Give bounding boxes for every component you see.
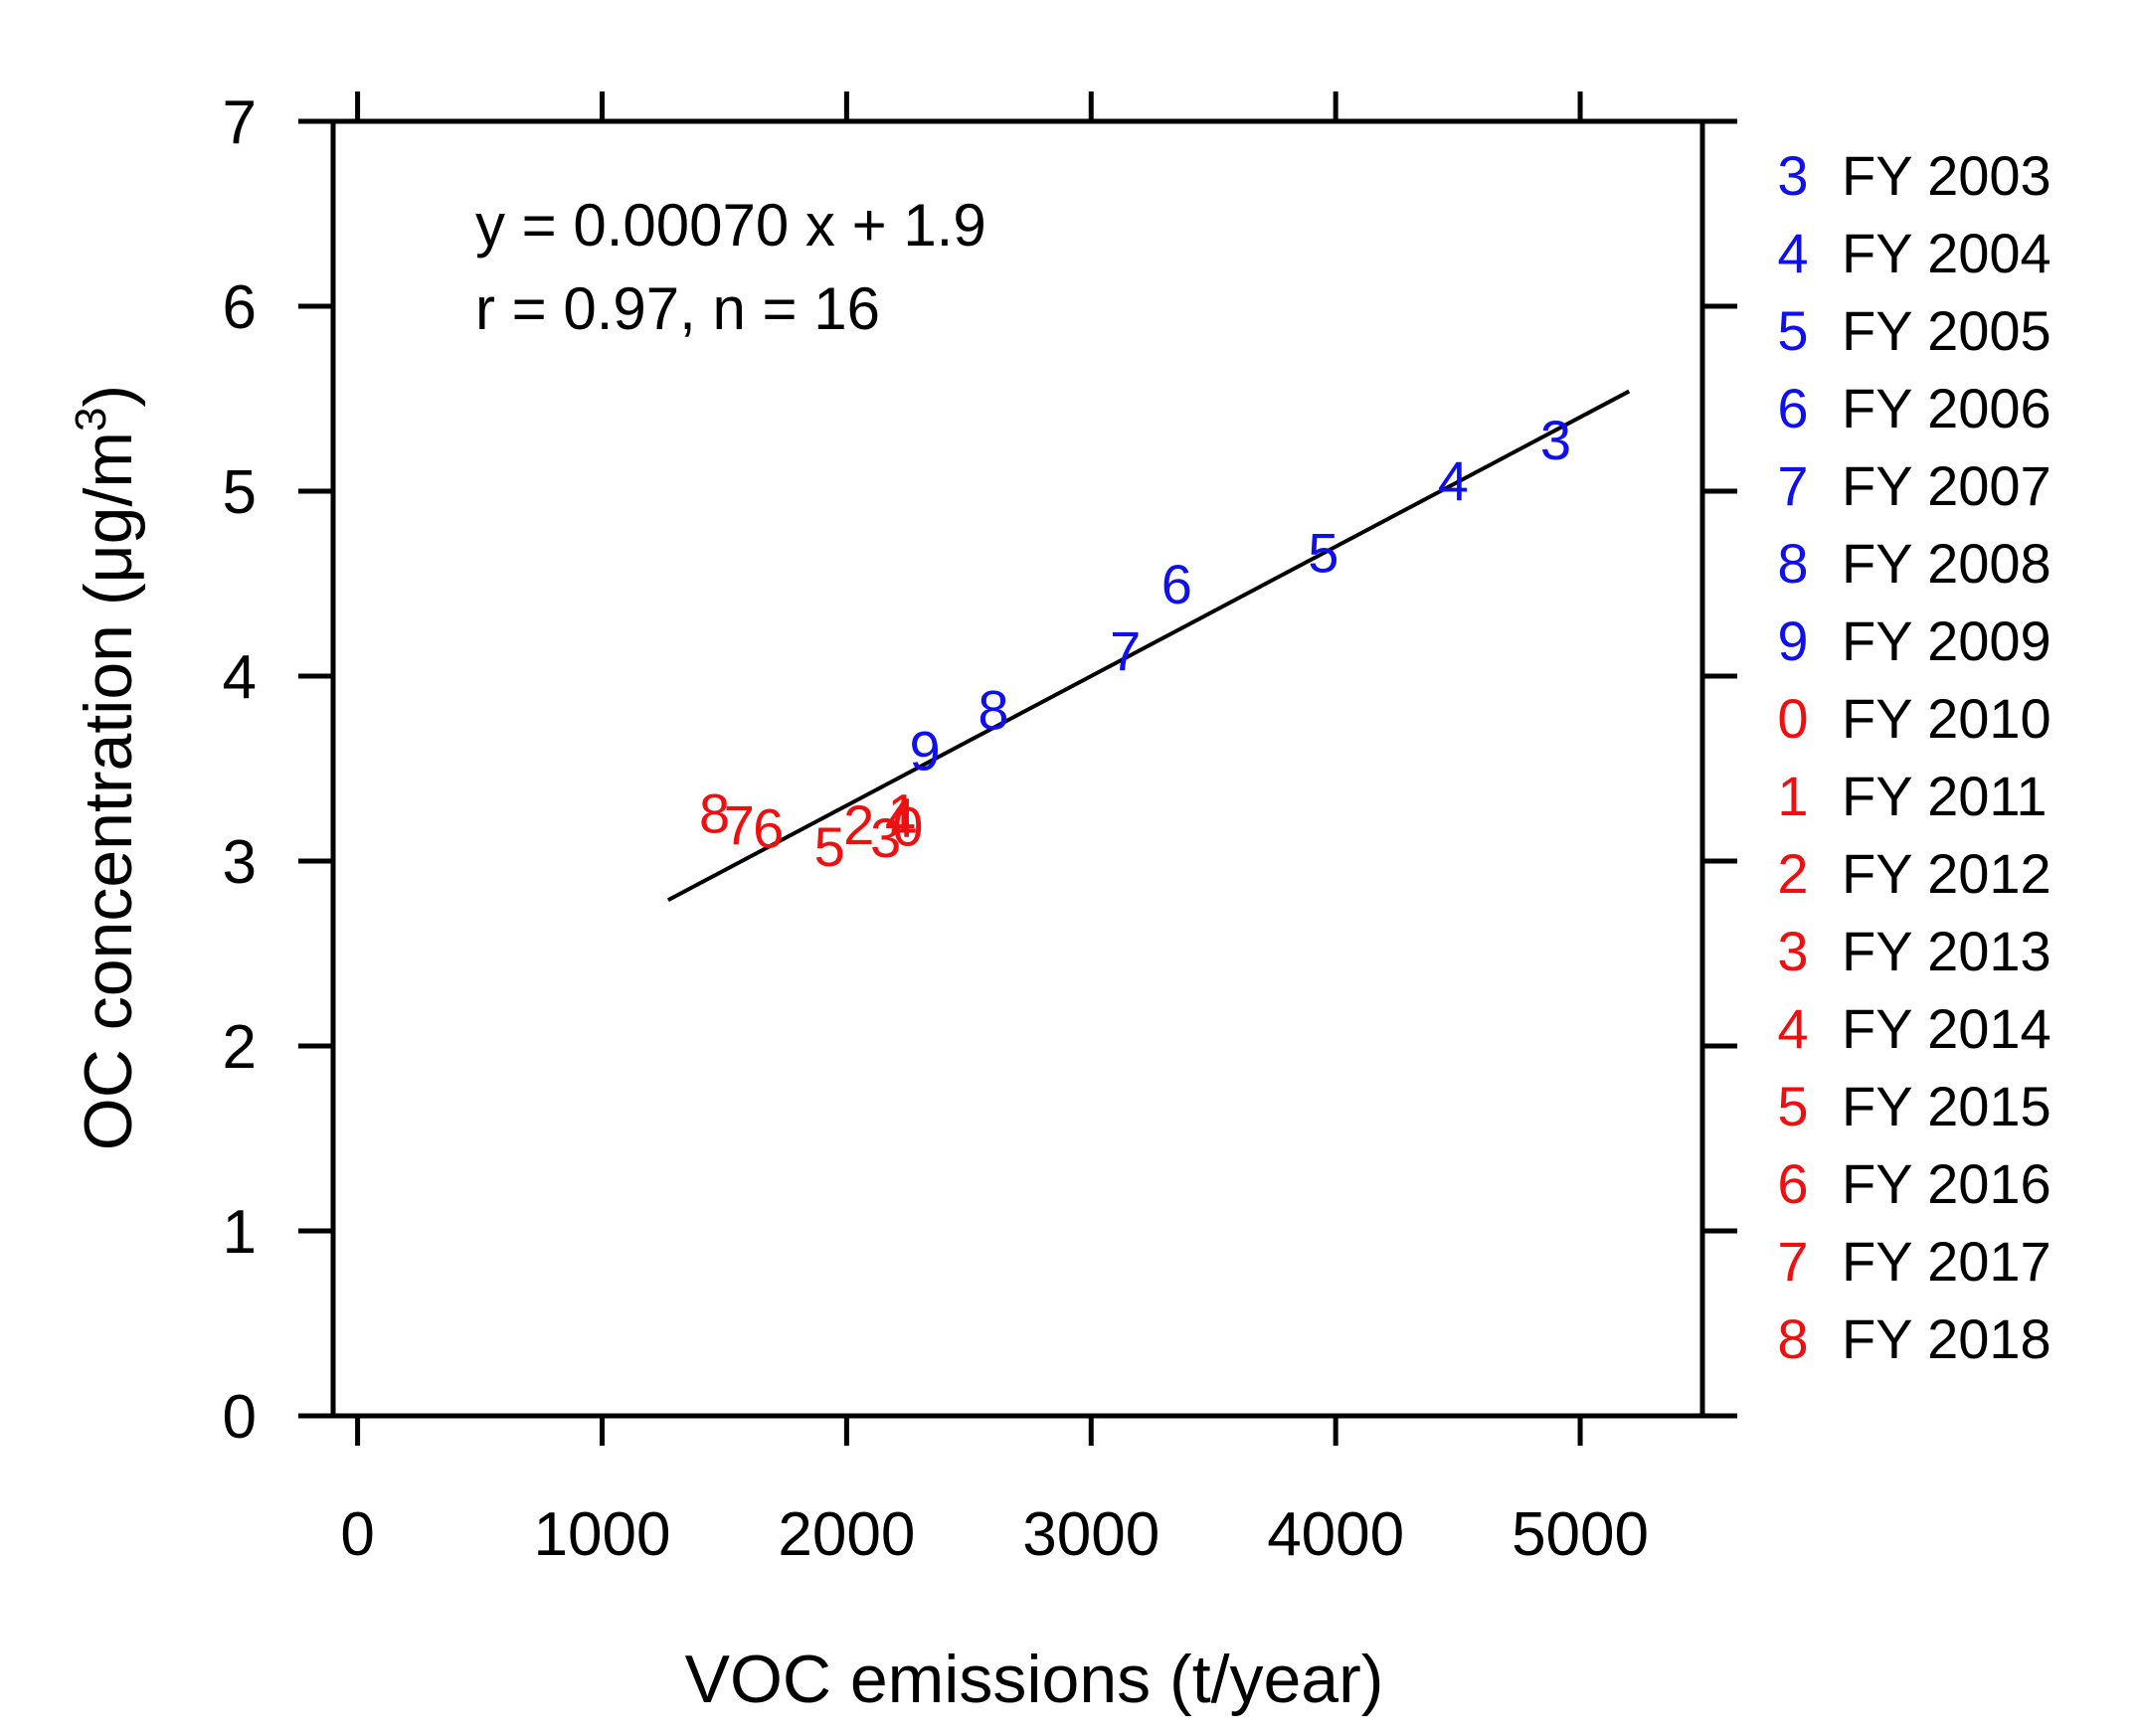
data-point-fy-2005: 5: [1308, 521, 1338, 584]
data-point-fy-2008: 8: [978, 678, 1008, 741]
legend-code: 8: [1777, 532, 1808, 595]
legend-label: FY 2004: [1842, 222, 2051, 284]
equation-annotation: y = 0.00070 x + 1.9: [475, 192, 986, 259]
legend-label: FY 2007: [1842, 454, 2051, 517]
legend: 3 FY 2003 4 FY 2004 5 FY 2005 6 FY 2006 7 FY 2007…: [1777, 144, 2051, 1370]
legend-code: 1: [1777, 765, 1808, 827]
legend-label: FY 2012: [1842, 842, 2051, 905]
legend-label: FY 2006: [1842, 377, 2051, 439]
legend-code: 9: [1777, 609, 1808, 672]
regression-line: [666, 389, 1631, 903]
x-tick-label: 4000: [1267, 1500, 1404, 1569]
legend-code: 3: [1777, 920, 1808, 982]
legend-code: 4: [1777, 997, 1808, 1060]
legend-label: FY 2010: [1842, 687, 2051, 750]
data-point-fy-2006: 6: [1161, 553, 1192, 615]
legend-label: FY 2016: [1842, 1152, 2051, 1215]
legend-label: FY 2013: [1842, 920, 2051, 982]
legend-code: 4: [1777, 222, 1808, 284]
legend-label: FY 2003: [1842, 144, 2051, 207]
legend-label: FY 2009: [1842, 609, 2051, 672]
legend-code: 3: [1777, 144, 1808, 207]
y-tick-label: 5: [223, 458, 257, 527]
y-tick-label: 3: [223, 828, 257, 897]
data-point-fy-2003: 3: [1540, 409, 1571, 471]
plot-frame: [330, 118, 1705, 1419]
y-tick-label: 7: [223, 88, 257, 157]
x-tick-label: 1000: [534, 1500, 671, 1569]
y-tick-label: 6: [223, 273, 257, 342]
data-point-fy-2012: 2: [843, 793, 874, 856]
data-point-fy-2016: 6: [753, 797, 784, 860]
x-tick-label: 5000: [1512, 1500, 1649, 1569]
legend-label: FY 2008: [1842, 532, 2051, 595]
legend-label: FY 2015: [1842, 1075, 2051, 1137]
data-point-fy-2013: 3: [870, 806, 901, 869]
data-point-fy-2007: 7: [1110, 619, 1141, 682]
data-point-fy-2010: 0: [892, 795, 923, 858]
data-point-fy-2011: 1: [887, 782, 918, 845]
legend-label: FY 2018: [1842, 1307, 2051, 1370]
x-tick-label: 2000: [778, 1500, 915, 1569]
y-axis-title: OC concentration (μg/m3): [67, 385, 146, 1150]
y-tick-label: 0: [223, 1383, 257, 1452]
y-axis-title-close: ): [71, 385, 146, 408]
y-tick-label: 1: [223, 1198, 257, 1267]
legend-code: 5: [1777, 1075, 1808, 1137]
y-tick-label: 4: [223, 643, 257, 712]
data-point-fy-2004: 4: [1438, 449, 1469, 512]
legend-code: 5: [1777, 299, 1808, 362]
x-axis-title: VOC emissions (t/year): [685, 1642, 1384, 1717]
correlation-annotation: r = 0.97, n = 16: [475, 275, 880, 342]
y-tick-label: 2: [223, 1013, 257, 1082]
data-point-fy-2009: 9: [909, 719, 940, 781]
legend-code: 2: [1777, 842, 1808, 905]
x-tick-label: 0: [340, 1500, 374, 1569]
x-tick-label: 3000: [1022, 1500, 1159, 1569]
y-axis-title-main: OC concentration (μg/m: [71, 432, 146, 1150]
legend-label: FY 2011: [1842, 765, 2048, 827]
y-axis-title-superscript: 3: [67, 407, 115, 431]
data-point-fy-2015: 5: [814, 815, 845, 878]
legend-label: FY 2005: [1842, 299, 2051, 362]
legend-code: 7: [1777, 454, 1808, 517]
x-axis-ticks: 0 1000 2000 3000 4000 5000: [340, 91, 1649, 1569]
legend-code: 0: [1777, 687, 1808, 750]
legend-code: 7: [1777, 1230, 1808, 1293]
legend-label: FY 2017: [1842, 1230, 2051, 1293]
data-point-fy-2014: 4: [885, 785, 916, 848]
data-point-fy-2018: 8: [699, 782, 730, 845]
data-point-fy-2017: 7: [724, 793, 755, 856]
legend-code: 8: [1777, 1307, 1808, 1370]
legend-code: 6: [1777, 1152, 1808, 1215]
legend-label: FY 2014: [1842, 997, 2051, 1060]
legend-code: 6: [1777, 377, 1808, 439]
